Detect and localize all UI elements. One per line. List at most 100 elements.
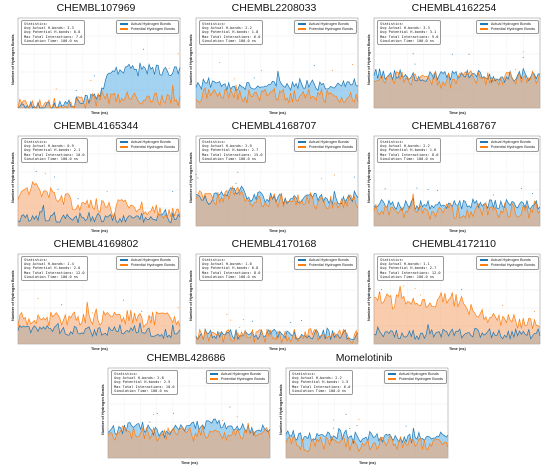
peak-marker: [173, 412, 175, 414]
statistics-value: 100.0 ns: [236, 274, 257, 279]
y-axis-label: Number of Hydrogen Bonds: [189, 152, 193, 203]
legend-entry-potential: Potential Hydrogen Bonds: [119, 27, 175, 32]
peak-marker: [222, 419, 224, 421]
statistics-label: Avg Potential H-bonds:: [292, 380, 340, 385]
peak-marker: [502, 304, 504, 306]
legend: Actual Hydrogen Bonds Potential Hydrogen …: [115, 138, 179, 152]
legend-label: Actual Hydrogen Bonds: [308, 258, 349, 262]
statistics-label: Avg Actual H-bonds:: [24, 262, 66, 267]
peak-marker: [332, 427, 334, 429]
legend-swatch: [119, 264, 128, 266]
chart-title: CHEMBL4169802: [53, 238, 139, 250]
legend-entry-actual: Actual Hydrogen Bonds: [479, 140, 535, 145]
chart-title: CHEMBL428686: [146, 352, 226, 364]
peak-marker: [35, 170, 37, 172]
statistics-label: Simulation Time:: [24, 274, 59, 279]
legend-entry-potential: Potential Hydrogen Bonds: [209, 377, 265, 382]
y-axis-label: Number of Hydrogen Bonds: [189, 270, 193, 321]
statistics-row: Simulation Time: 100.0 ns: [380, 39, 438, 43]
peak-marker: [168, 68, 170, 70]
legend-label: Potential Hydrogen Bonds: [490, 263, 535, 267]
legend-swatch: [297, 146, 306, 148]
chart-title: Momelotinib: [335, 352, 393, 364]
x-axis-label: Time (ns): [269, 229, 286, 233]
statistics-value: 2.7: [427, 266, 437, 271]
peak-marker: [301, 320, 303, 322]
statistics-value: 12.0: [73, 270, 85, 275]
statistics-label: Max Total Interactions:: [292, 384, 342, 389]
statistics-row: Statistics:: [114, 372, 175, 376]
actual-area: [18, 62, 180, 108]
actual-series-line: [373, 197, 541, 212]
statistics-label: Max Total Interactions:: [24, 270, 74, 275]
statistics-label: Max Total Interactions:: [380, 34, 430, 39]
statistics-label: Avg Actual H-bonds:: [202, 262, 244, 267]
statistics-row: Avg Potential H-bonds: 0.8: [24, 30, 82, 34]
statistics-label: Avg Potential H-bonds:: [24, 148, 72, 153]
statistics-label: Simulation Time:: [380, 274, 415, 279]
actual-series-line: [107, 418, 271, 439]
statistics-row: Simulation Time: 100.0 ns: [202, 39, 260, 43]
statistics-label: Max Total Interactions:: [24, 34, 74, 39]
potential-area: [18, 181, 180, 226]
legend-entry-actual: Actual Hydrogen Bonds: [479, 22, 535, 27]
statistics-value: 2.2: [421, 144, 430, 149]
peak-marker: [61, 304, 63, 306]
chart-panel: CHEMBL428686 Statistics: Avg Actual H-bond…: [100, 352, 272, 470]
chart-panel: CHEMBL107969 Statistics: Avg Actual H-bond…: [10, 2, 182, 120]
legend-entry-potential: Potential Hydrogen Bonds: [387, 377, 443, 382]
peak-marker: [253, 77, 255, 79]
statistics-box: Statistics: Avg Actual H-bonds: 1.1 Avg Po…: [377, 256, 444, 282]
statistics-row: Max Total Interactions: 12.0: [380, 271, 441, 275]
statistics-value: 2.9: [243, 144, 252, 149]
statistics-label: Simulation Time:: [380, 38, 415, 43]
potential-area: [286, 435, 448, 458]
legend-entry-potential: Potential Hydrogen Bonds: [479, 263, 535, 268]
statistics-row: Simulation Time: 100.0 ns: [202, 157, 263, 161]
statistics-row: Simulation Time: 100.0 ns: [114, 389, 175, 393]
legend-entry-actual: Actual Hydrogen Bonds: [387, 372, 443, 377]
legend-label: Potential Hydrogen Bonds: [130, 27, 175, 31]
statistics-value: 1.4: [65, 262, 74, 267]
peak-marker: [345, 413, 347, 415]
statistics-label: Avg Actual H-bonds:: [292, 376, 334, 381]
statistics-row: Simulation Time: 100.0 ns: [380, 157, 438, 161]
potential-area: [108, 422, 270, 458]
chart-panel: CHEMBL4169802 Statistics: Avg Actual H-bon…: [10, 238, 182, 356]
peak-marker: [75, 89, 77, 91]
statistics-row: Max Total Interactions: 8.0: [380, 153, 438, 157]
statistics-label: Avg Actual H-bonds:: [380, 144, 422, 149]
statistics-value: 0.9: [65, 144, 74, 149]
peak-marker: [403, 285, 405, 287]
legend: Actual Hydrogen Bonds Potential Hydrogen …: [383, 370, 447, 384]
chart-panel: CHEMBL4170168 Statistics: Avg Actual H-bon…: [188, 238, 360, 356]
statistics-row: Statistics:: [24, 258, 85, 262]
peak-marker: [414, 287, 416, 289]
chart-panel: CHEMBL4168707 Statistics: Avg Actual H-bon…: [188, 120, 360, 238]
peak-marker: [358, 419, 360, 421]
peak-marker: [290, 321, 292, 323]
statistics-value: 100.0 ns: [414, 38, 435, 43]
peak-marker: [149, 421, 151, 423]
legend-entry-actual: Actual Hydrogen Bonds: [119, 22, 175, 27]
statistics-label: Avg Potential H-bonds:: [380, 148, 428, 153]
statistics-value: 3.1: [427, 30, 437, 35]
statistics-label: Avg Potential H-bonds:: [380, 266, 428, 271]
statistics-value: 100.0 ns: [414, 274, 435, 279]
statistics-box: Statistics: Avg Actual H-bonds: 3.3 Avg Po…: [21, 20, 86, 46]
peak-marker: [522, 51, 524, 53]
statistics-label: Statistics:: [24, 22, 48, 26]
peak-marker: [353, 176, 355, 178]
statistics-row: Avg Actual H-bonds: 1.0: [202, 262, 260, 266]
chart-panel: CHEMBL4165344 Statistics: Avg Actual H-bon…: [10, 120, 182, 238]
legend-entry-actual: Actual Hydrogen Bonds: [479, 258, 535, 263]
peak-marker: [230, 319, 232, 321]
legend-label: Actual Hydrogen Bonds: [130, 22, 171, 26]
statistics-label: Statistics:: [380, 140, 404, 144]
peak-marker: [242, 319, 244, 321]
chart-title: CHEMBL4165344: [53, 120, 139, 132]
legend: Actual Hydrogen Bonds Potential Hydrogen …: [115, 20, 179, 34]
y-axis-label: Number of Hydrogen Bonds: [101, 384, 105, 435]
peak-marker: [150, 316, 152, 318]
statistics-row: Avg Actual H-bonds: 2.2: [202, 26, 260, 30]
